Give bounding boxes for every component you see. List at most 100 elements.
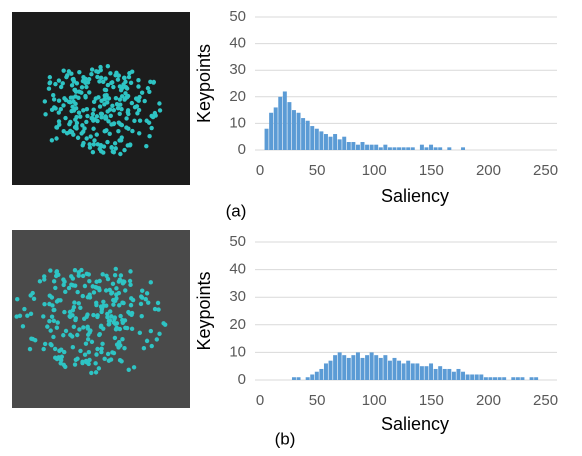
keypoint-dot — [129, 296, 134, 301]
keypoint-dot — [82, 316, 87, 321]
keypoint-dot — [98, 304, 104, 309]
keypoint-dot — [106, 119, 111, 124]
x-tick-label: 0 — [256, 392, 264, 409]
keypoint-dot — [53, 81, 58, 87]
keypoint-dot — [103, 87, 109, 93]
keypoint-dot — [90, 111, 96, 117]
bar — [328, 360, 333, 380]
bar — [333, 355, 338, 380]
keypoint-dot — [106, 322, 111, 327]
keypoint-dot — [138, 301, 144, 307]
bar — [470, 374, 475, 380]
keypoint-dot — [63, 115, 68, 121]
keypoint-dot — [62, 96, 67, 101]
keypoint-dot — [121, 300, 126, 306]
keypoint-dot — [69, 129, 75, 135]
keypoint-dot — [43, 112, 48, 117]
keypoint-dot — [124, 94, 130, 100]
keypoint-dot — [130, 128, 135, 134]
keypoint-dot — [80, 293, 86, 299]
bar — [365, 144, 370, 150]
bar — [310, 126, 315, 150]
keypoint-dot — [78, 305, 83, 310]
keypoint-dot — [85, 312, 90, 317]
keypoint-dot — [89, 370, 94, 376]
keypoint-dot — [124, 125, 129, 130]
keypoint-dot — [123, 325, 128, 330]
keypoint-dot — [56, 119, 62, 124]
keypoint-dot — [101, 299, 106, 304]
keypoint-dot — [128, 80, 134, 86]
keypoint-dot — [81, 108, 86, 113]
keypoint-dot — [94, 132, 99, 137]
keypoint-dot — [91, 99, 97, 105]
bar — [410, 147, 415, 150]
bar — [374, 355, 379, 380]
keypoint-dot — [128, 282, 133, 288]
bar — [360, 142, 365, 150]
keypoint-dot — [62, 309, 67, 315]
keypoint-dot — [105, 351, 111, 357]
bar — [534, 377, 539, 380]
keypoint-dot — [69, 274, 74, 279]
keypoint-dot — [149, 125, 154, 131]
keypoint-dot — [85, 324, 90, 330]
keypoint-dot — [87, 292, 92, 297]
y-tick-label: 0 — [238, 371, 246, 388]
keypoint-dot — [88, 134, 93, 139]
keypoint-dot — [80, 359, 85, 364]
keypoint-dot — [98, 323, 104, 329]
keypoint-dot — [51, 318, 57, 323]
keypoint-dot — [56, 78, 62, 83]
bar — [401, 363, 406, 380]
keypoint-dot — [41, 346, 46, 352]
keypoint-dot — [118, 273, 124, 278]
keypoint-dot — [102, 93, 107, 98]
keypoint-dot — [22, 306, 27, 312]
keypoint-dot — [72, 362, 78, 367]
keypoint-dot — [123, 288, 128, 293]
keypoint-dot — [54, 356, 60, 362]
keypoint-dot — [82, 352, 88, 357]
bar — [383, 144, 388, 150]
keypoint-dot — [95, 313, 100, 318]
keypoint-dot — [46, 86, 52, 91]
keypoint-dot — [105, 63, 111, 69]
bar — [351, 355, 356, 380]
keypoint-dot — [129, 69, 135, 74]
bar — [438, 147, 443, 150]
keypoint-dot — [103, 115, 109, 121]
keypoint-dot — [70, 345, 76, 350]
keypoint-dot — [61, 103, 66, 108]
x-tick-label: 100 — [362, 162, 387, 179]
keypoint-dot — [82, 78, 87, 83]
keypoint-dot — [42, 301, 47, 307]
keypoint-dot — [114, 325, 119, 330]
keypoint-dot — [42, 341, 48, 347]
bar — [497, 377, 502, 380]
keypoint-dot — [112, 273, 118, 278]
keypoint-dot — [89, 67, 95, 72]
keypoint-dot — [107, 107, 113, 112]
bar — [415, 363, 420, 380]
keypoint-dot — [116, 290, 122, 296]
bar — [351, 142, 356, 150]
bar — [342, 136, 347, 150]
bar — [296, 112, 301, 150]
keypoint-dot — [105, 315, 110, 320]
keypoint-dot — [93, 361, 98, 366]
keypoint-dot — [112, 335, 118, 341]
keypoint-dot — [28, 293, 33, 298]
bar — [374, 144, 379, 150]
bar — [529, 377, 534, 380]
x-tick-label: 150 — [419, 162, 444, 179]
bar — [305, 377, 310, 380]
keypoint-dot — [123, 91, 128, 96]
keypoint-dot — [81, 140, 86, 146]
keypoint-dot — [42, 277, 47, 282]
keypoint-dot — [107, 309, 113, 314]
keypoint-dot — [97, 104, 103, 109]
keypoint-dot — [96, 366, 102, 371]
bar — [438, 366, 443, 380]
keypoint-dot — [59, 347, 64, 352]
